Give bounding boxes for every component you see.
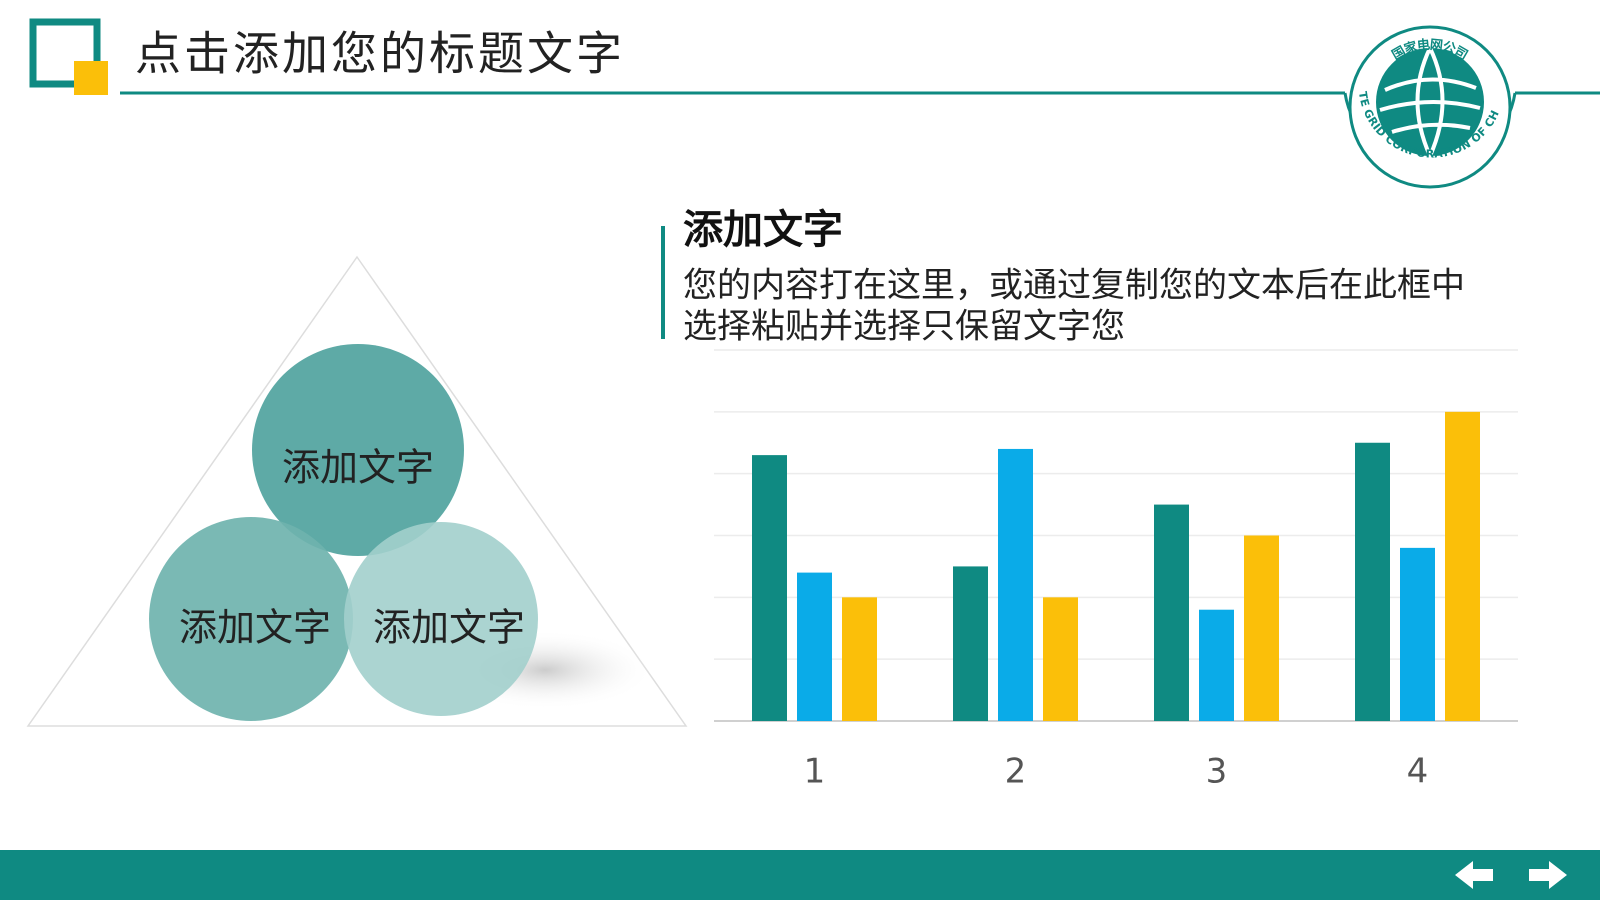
circle xyxy=(149,517,353,721)
title-icon xyxy=(29,18,101,88)
bar xyxy=(1400,547,1435,721)
bar xyxy=(752,455,787,721)
bar xyxy=(953,566,988,721)
text-heading: 添加文字 xyxy=(683,207,843,253)
bar xyxy=(1244,535,1279,721)
bar xyxy=(842,597,877,721)
bar xyxy=(1355,442,1390,721)
triangle xyxy=(26,255,688,727)
text-body: 选择粘贴并选择只保留文字您 xyxy=(683,307,1125,347)
x-tick-label: 4 xyxy=(1407,752,1429,792)
chart: 1 2 3 4 xyxy=(714,349,1518,792)
circle-label: 添加文字 xyxy=(373,606,525,650)
bar xyxy=(797,572,832,721)
x-tick-label: 2 xyxy=(1005,752,1027,792)
prev-arrow[interactable] xyxy=(1455,861,1493,889)
circle xyxy=(344,522,538,716)
x-tick-label: 1 xyxy=(804,752,826,792)
footer xyxy=(0,850,1600,900)
text-body: 您的内容打在这里，或通过复制您的文本后在此框中 xyxy=(683,266,1465,306)
bar xyxy=(1154,504,1189,721)
circle-label: 添加文字 xyxy=(282,446,434,490)
bar xyxy=(1043,597,1078,721)
title: 点击添加您的标题文字 xyxy=(135,27,625,81)
title-icon-accent xyxy=(74,61,108,95)
text-bar xyxy=(661,226,665,339)
circle xyxy=(252,344,464,556)
circle-label: 添加文字 xyxy=(179,606,331,650)
bar xyxy=(1445,411,1480,721)
x-tick-label: 3 xyxy=(1206,752,1228,792)
bar xyxy=(1199,609,1234,721)
next-arrow[interactable] xyxy=(1529,861,1567,889)
bar xyxy=(998,448,1033,721)
